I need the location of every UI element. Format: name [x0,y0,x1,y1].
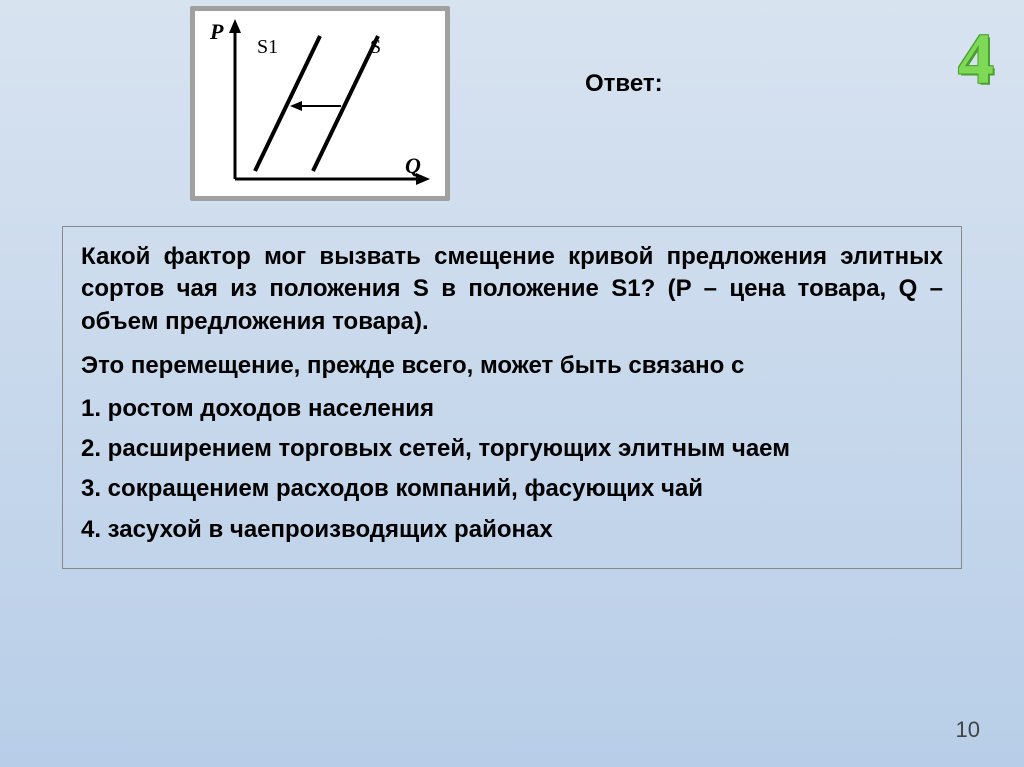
option-4: 4. засухой в чаепроизводящих районах [81,514,943,546]
supply-chart: P Q S1 S [190,6,450,201]
page-number: 10 [956,717,980,743]
curve-s1-label: S1 [257,36,278,58]
question-number-badge: 4 [958,18,994,101]
answer-label: Ответ: [585,70,663,98]
question-content: Какой фактор мог вызвать смещение кривой… [62,226,962,569]
y-axis-label: P [209,19,224,44]
option-3: 3. сокращением расходов компаний, фасующ… [81,473,943,505]
x-axis-label: Q [405,153,421,178]
option-2: 2. расширением торговых сетей, торгующих… [81,433,943,465]
option-1: 1. ростом доходов населения [81,393,943,425]
curve-s-label: S [370,36,381,58]
question-text: Какой фактор мог вызвать смещение кривой… [81,241,943,338]
intro-text: Это перемещение, прежде всего, может быт… [81,350,943,382]
